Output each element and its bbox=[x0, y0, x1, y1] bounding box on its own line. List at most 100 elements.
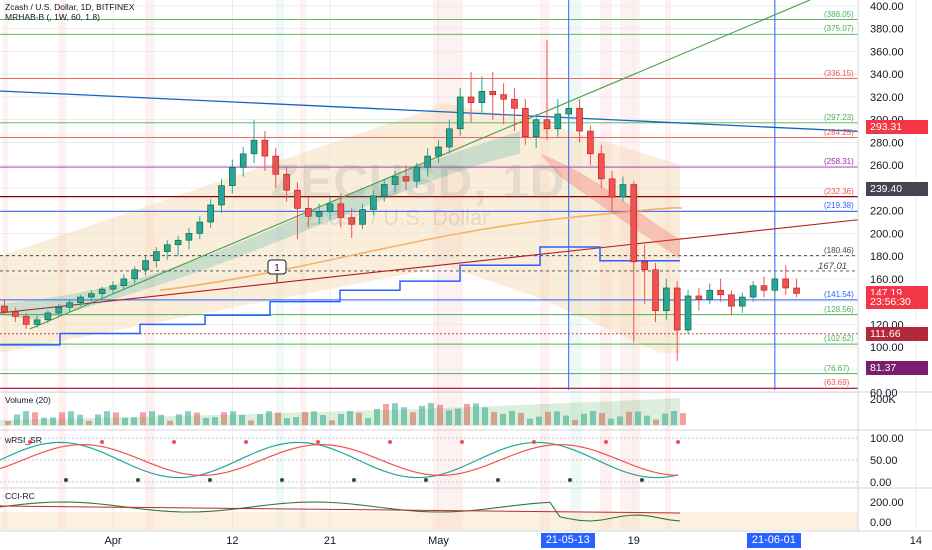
candle-body bbox=[164, 245, 170, 252]
candle-body bbox=[56, 307, 62, 313]
price-tick-label: 260.00 bbox=[870, 160, 904, 172]
level-label: (388.05) bbox=[824, 10, 854, 19]
candle-body bbox=[143, 261, 149, 270]
rsi-label: wRSI_SR bbox=[5, 435, 42, 445]
rsi-dot bbox=[424, 478, 428, 482]
candle-body bbox=[208, 205, 214, 222]
candle-body bbox=[240, 154, 246, 168]
candle-body bbox=[674, 288, 680, 330]
price-tick-label: 200.00 bbox=[870, 228, 904, 240]
candle-body bbox=[67, 303, 73, 308]
rsi-dot bbox=[352, 478, 356, 482]
volume-bar bbox=[680, 413, 686, 425]
price-tick-label: 160.00 bbox=[870, 274, 904, 286]
rsi-tick: 50.00 bbox=[870, 455, 898, 467]
volume-label: Volume (20) bbox=[5, 395, 51, 405]
cci-label: CCI-RC bbox=[5, 491, 35, 501]
candle-body bbox=[446, 129, 452, 147]
level-label: (232.36) bbox=[824, 187, 854, 196]
cci-zone bbox=[0, 512, 858, 530]
highlighted-date-tag: 21-05-13 bbox=[541, 533, 595, 548]
candle-body bbox=[99, 289, 105, 294]
indicator-title: MRHAB-B (, 1W, 60, 1.8) bbox=[5, 12, 100, 22]
candle-body bbox=[121, 279, 127, 286]
rsi-tick: 0.00 bbox=[870, 477, 891, 489]
candle-body bbox=[663, 288, 669, 311]
price-tag: 23:56:30 bbox=[866, 295, 928, 309]
candle-body bbox=[631, 185, 637, 262]
time-tick-label: Apr bbox=[104, 535, 121, 547]
candle-body bbox=[2, 306, 8, 312]
price-tick-label: 400.00 bbox=[870, 1, 904, 13]
candle-body bbox=[23, 316, 29, 324]
rsi-dot bbox=[496, 478, 500, 482]
candle-body bbox=[132, 270, 138, 279]
candle-body bbox=[262, 140, 268, 156]
level-label: (63.69) bbox=[824, 378, 849, 387]
rsi-dot bbox=[640, 478, 644, 482]
level-label: (219.38) bbox=[824, 201, 854, 210]
candle-body bbox=[750, 286, 756, 297]
rsi-dot bbox=[172, 440, 176, 444]
rsi-dot bbox=[460, 440, 464, 444]
level-label: (180.46) bbox=[824, 246, 854, 255]
candle-body bbox=[45, 313, 51, 320]
candle-body bbox=[153, 252, 159, 261]
rsi-dot bbox=[532, 440, 536, 444]
candle-body bbox=[577, 108, 583, 131]
volume-tick: 200K bbox=[870, 394, 896, 406]
candle-body bbox=[251, 140, 257, 154]
lower-panels bbox=[0, 392, 932, 530]
rsi-dot bbox=[244, 440, 248, 444]
chart-title: Zcash / U.S. Dollar, 1D, BITFINEX bbox=[5, 2, 134, 12]
candle-body bbox=[522, 108, 528, 136]
highlighted-date-tag: 21-06-01 bbox=[747, 533, 801, 548]
candle-body bbox=[587, 131, 593, 154]
candle-body bbox=[457, 97, 463, 129]
cci-tick: 200.00 bbox=[870, 497, 904, 509]
level-label: (102.62) bbox=[824, 334, 854, 343]
price-tick-label: 100.00 bbox=[870, 342, 904, 354]
rsi-dot bbox=[604, 440, 608, 444]
watermark-name: Zcash / U.S. Dollar bbox=[305, 205, 490, 231]
candle-body bbox=[229, 167, 235, 185]
watermark-symbol: ZECUSD, 1D bbox=[270, 155, 565, 210]
price-tag: 111.66 bbox=[866, 327, 928, 341]
level-label: (375.07) bbox=[824, 24, 854, 33]
marker-text: 1 bbox=[274, 263, 280, 274]
price-tick-label: 180.00 bbox=[870, 251, 904, 263]
rsi-dot bbox=[388, 440, 392, 444]
candle-body bbox=[544, 120, 550, 129]
candle-body bbox=[620, 185, 626, 198]
candle-body bbox=[175, 240, 181, 245]
time-tick-label: May bbox=[428, 535, 449, 547]
level-label: 167.01 bbox=[818, 261, 847, 272]
candle-body bbox=[219, 186, 225, 205]
level-label: (258.31) bbox=[824, 157, 854, 166]
rsi-dot bbox=[208, 478, 212, 482]
level-label: (128.56) bbox=[824, 305, 854, 314]
price-tag: 81.37 bbox=[866, 361, 928, 375]
candle-body bbox=[728, 295, 734, 306]
level-label: (141.54) bbox=[824, 290, 854, 299]
cci-tick: 0.00 bbox=[870, 517, 891, 529]
time-tick-label: 12 bbox=[226, 535, 238, 547]
candle-body bbox=[555, 114, 561, 129]
rsi-dot bbox=[676, 440, 680, 444]
background-layer bbox=[0, 0, 680, 530]
level-label: (284.25) bbox=[824, 128, 854, 137]
candle-body bbox=[653, 270, 659, 311]
price-tick-label: 380.00 bbox=[870, 24, 904, 36]
candle-body bbox=[642, 262, 648, 270]
candle-body bbox=[34, 320, 40, 325]
price-tick-label: 220.00 bbox=[870, 206, 904, 218]
price-tick-label: 340.00 bbox=[870, 69, 904, 81]
price-tick-label: 320.00 bbox=[870, 92, 904, 104]
candle-body bbox=[468, 97, 474, 103]
candle-body bbox=[761, 286, 767, 291]
candle-body bbox=[794, 288, 800, 293]
candle-body bbox=[696, 296, 702, 299]
time-tick-label: 21 bbox=[324, 535, 336, 547]
